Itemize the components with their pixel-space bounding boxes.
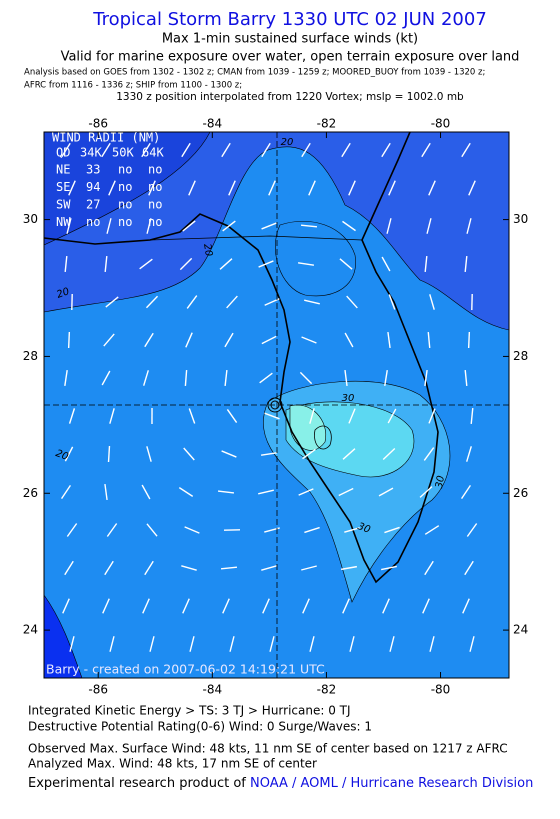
title: Tropical Storm Barry 1330 UTC 02 JUN 200… [92, 9, 487, 30]
footer-credit: Experimental research product of NOAA / … [28, 776, 533, 791]
x-tick-label: -84 [203, 683, 223, 697]
y-tick-label: 26 [513, 486, 528, 500]
wind-vector [469, 332, 470, 348]
contour-label: 20 [201, 243, 214, 257]
x-tick-label: -82 [317, 117, 337, 131]
footer-line: Integrated Kinetic Energy > TS: 3 TJ > H… [28, 704, 351, 718]
map-credit: Barry - created on 2007-06-02 14:19:21 U… [46, 662, 325, 677]
y-tick-label: 24 [23, 623, 38, 637]
radii-cell: 33 [86, 163, 100, 177]
radii-header: QD [56, 146, 70, 160]
validity: Valid for marine exposure over water, op… [61, 50, 520, 65]
y-tick-label: 26 [23, 486, 38, 500]
radii-cell: NW [56, 215, 71, 229]
credit-prefix: Experimental research product of [28, 776, 246, 791]
y-tick-label: 24 [513, 623, 528, 637]
map: Barry - created on 2007-06-02 14:19:21 U… [44, 132, 509, 678]
radii-header: 50K [112, 146, 134, 160]
footer-line: Analyzed Max. Wind: 48 kts, 17 nm SE of … [28, 757, 317, 771]
radii-cell: no [86, 215, 100, 229]
x-tick-label: -80 [431, 683, 451, 697]
analysis-line: Analysis based on GOES from 1302 - 1302 … [24, 68, 485, 78]
footer-line: Observed Max. Surface Wind: 48 kts, 11 n… [28, 742, 508, 756]
position-note: 1330 z position interpolated from 1220 V… [116, 91, 464, 103]
radii-cell: no [118, 198, 132, 212]
x-tick-label: -86 [88, 683, 108, 697]
radii-cell: no [148, 215, 162, 229]
x-tick-label: -84 [203, 117, 223, 131]
footer: Integrated Kinetic Energy > TS: 3 TJ > H… [28, 704, 533, 791]
radii-cell: 94 [86, 180, 100, 194]
y-tick-label: 28 [23, 349, 38, 363]
radii-cell: SE [56, 180, 70, 194]
subtitle: Max 1-min sustained surface winds (kt) [162, 32, 418, 47]
radii-cell: no [148, 180, 162, 194]
credit-link[interactable]: NOAA / AOML / Hurricane Research Divisio… [250, 776, 533, 791]
radii-cell: NE [56, 163, 70, 177]
contour-label: 30 [434, 475, 447, 489]
radii-header: 64K [142, 146, 164, 160]
radii-title: WIND RADII (NM) [52, 131, 160, 145]
wind-vector [109, 446, 110, 462]
radii-header: 34K [80, 146, 102, 160]
wind-vector [69, 332, 70, 348]
contour-label: 30 [342, 393, 355, 404]
x-tick-label: -82 [317, 683, 337, 697]
radii-cell: no [118, 180, 132, 194]
y-tick-label: 30 [513, 212, 528, 226]
radii-cell: no [118, 215, 132, 229]
radii-cell: no [148, 163, 162, 177]
radii-cell: SW [56, 198, 71, 212]
x-tick-label: -86 [88, 117, 108, 131]
analysis-line: AFRC from 1116 - 1336 z; SHIP from 1100 … [24, 81, 242, 91]
x-tick-label: -80 [431, 117, 451, 131]
radii-cell: 27 [86, 198, 100, 212]
radii-cell: no [118, 163, 132, 177]
radii-cell: no [148, 198, 162, 212]
footer-line: Destructive Potential Rating(0-6) Wind: … [28, 720, 372, 734]
y-tick-label: 28 [513, 349, 528, 363]
contour-label: 20 [281, 137, 294, 148]
y-tick-label: 30 [23, 212, 38, 226]
